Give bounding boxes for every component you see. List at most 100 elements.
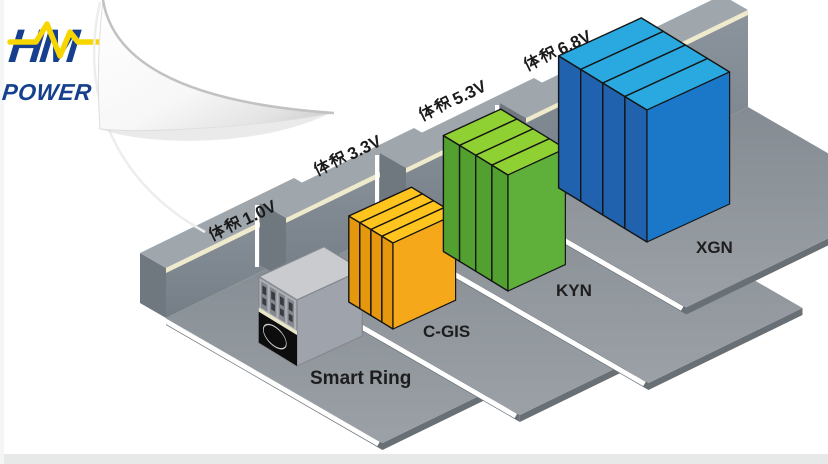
left-border-strip [0,0,4,464]
glyph-stroke [214,228,218,237]
cjk-glyph-ji [328,150,347,168]
smart-ring-meter-dial [279,296,284,307]
glyph-stroke [524,59,531,72]
page-curl-fold-edge [101,0,335,115]
wall-2-left-cap [260,203,286,280]
glyph-stroke [542,53,549,57]
glyph-stroke [439,95,450,105]
smart-ring-panel-oval [262,323,287,350]
glyph-stroke [435,99,443,113]
glyph-stroke [229,215,240,225]
cjk-glyph-ji [433,95,452,113]
cabinet-slab-side [624,95,648,243]
product-label-xgn: XGN [696,238,733,257]
smart-ring-meter-module [269,286,277,318]
smart-ring-meter-face [258,281,297,367]
brand-logo: HM POWER [1,19,107,105]
volume-glyph-tiji [209,215,242,242]
cjk-glyph-ti [314,159,330,177]
cabinet-slab-side [475,154,493,282]
cabinet-slab-front [646,71,731,243]
glyph-stroke [532,58,540,63]
glyph-stroke [334,150,345,160]
smart-ring-meter-module [278,292,286,323]
glyph-stroke [209,229,216,242]
volume-glyph-tiji [314,150,347,177]
cabinet-slab-side [370,228,383,323]
smart-ring-meter-dial [262,297,267,307]
smart-ring-meter-dial [271,290,276,302]
glyph-stroke [540,49,548,63]
glyph-stroke [216,231,223,236]
glyph-stroke [227,223,234,227]
cjk-glyph-ti [524,54,540,72]
smart-ring-meter-dial [288,301,293,312]
floor-lane-3-far-edge [648,308,803,390]
glyph-stroke [321,166,328,171]
glyph-stroke [427,108,435,113]
cgis-cabinet-group [348,186,457,330]
glyph-stroke [424,108,428,117]
xgn-cabinet-group [557,17,731,243]
product-label-cgis: C-GIS [423,322,470,341]
glyph-stroke [332,158,339,162]
glyph-stroke [330,154,338,168]
cabinet-slab-side [491,164,509,292]
cabinet-slab-side [557,55,582,203]
glyph-stroke [529,54,538,69]
glyph-stroke [446,102,452,108]
smart-ring-trim-strip [258,307,297,335]
glyph-stroke [339,158,342,165]
volume-glyph-tiji [419,95,452,122]
smart-ring-cabinet [258,245,363,367]
glyph-stroke [426,111,433,116]
glyph-stroke [236,222,242,228]
glyph-stroke [424,104,433,119]
glyph-stroke [341,157,347,163]
cabinet-slab-side [359,221,372,317]
glyph-stroke [234,223,237,230]
glyph-stroke [214,224,223,239]
glyph-stroke [419,109,426,122]
glyph-stroke [444,103,447,110]
smart-ring-meter-dial [288,313,293,323]
glyph-stroke [529,58,533,67]
smart-ring-black-panel [258,311,297,367]
glyph-stroke [531,61,538,66]
glyph-stroke [541,53,544,60]
bottom-border-strip [0,454,828,464]
glyph-stroke [226,223,229,230]
cabinet-slab-side [348,215,361,310]
glyph-stroke [314,164,321,177]
lane-separator-1 [160,316,380,447]
glyph-stroke [319,159,328,174]
smart-ring-meter-dial [279,308,284,318]
kyn-cabinet-group [442,108,567,292]
smart-ring-meter-module [287,297,294,328]
smart-ring-meter-module [261,281,268,312]
brand-logo-text-bottom: POWER [1,79,93,105]
floor-lane-4-far-edge [686,238,828,315]
cjk-glyph-ti [419,104,435,122]
glyph-stroke [549,53,552,60]
glyph-stroke [331,158,334,165]
cabinet-slab-side [602,82,626,230]
glyph-stroke [436,103,439,110]
page-curl [92,0,335,234]
glyph-stroke [437,103,444,107]
cabinet-slab-side [580,68,604,216]
glyph-stroke [544,45,555,55]
cabinet-slab-side [442,134,461,263]
glyph-stroke [217,228,225,233]
glyph-stroke [225,219,233,233]
page-curl-shadow [97,112,332,141]
wall-1-left-cap [140,253,166,318]
cabinet-slab-side [381,235,394,330]
cjk-glyph-ji [223,215,242,233]
glyph-stroke [551,52,557,58]
cjk-glyph-ti [209,224,225,242]
cabinet-slab-side [458,144,477,272]
cjk-glyph-ji [538,45,557,63]
